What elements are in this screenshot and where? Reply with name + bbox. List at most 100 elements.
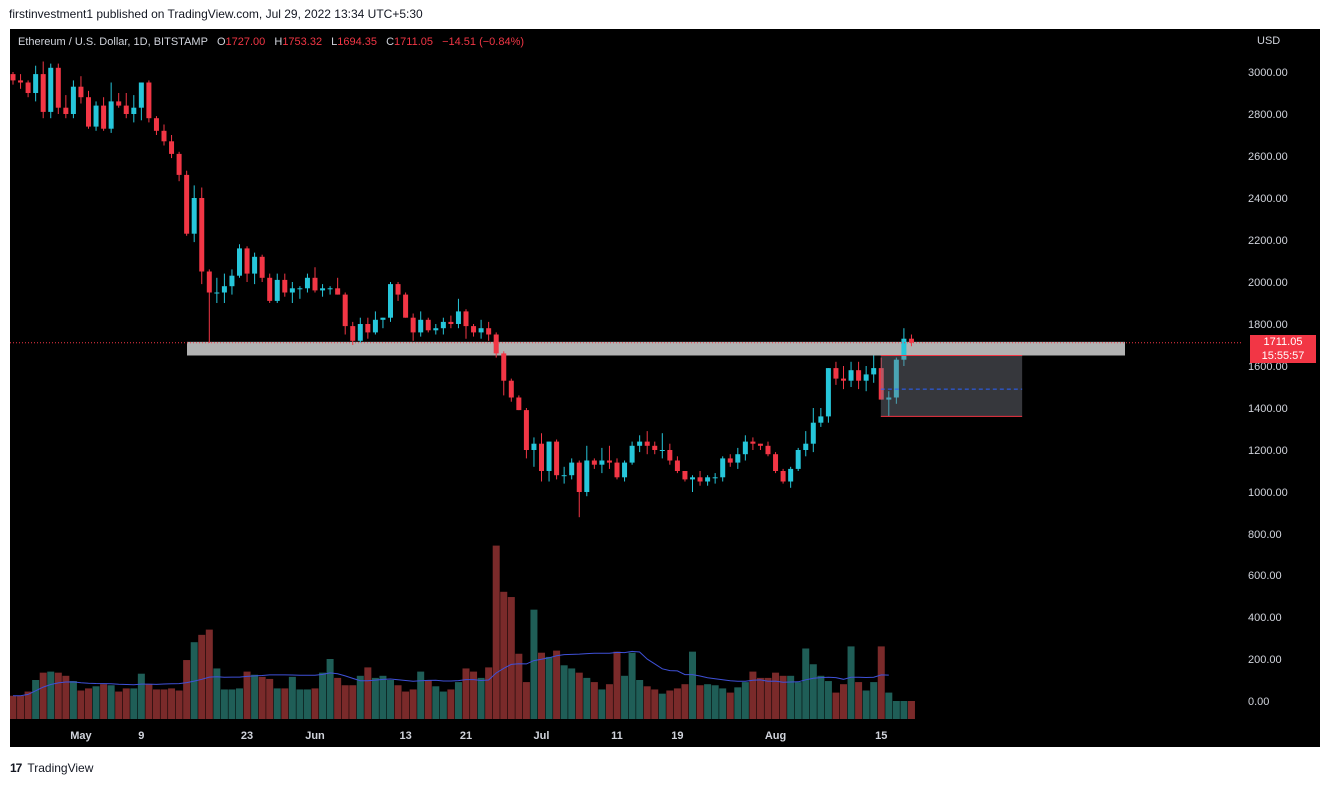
volume-bar: [85, 688, 92, 719]
chart-panel[interactable]: USD 3000.00 2800.00 2600.00 2400.00 2200.00 20…: [10, 29, 1320, 747]
volume-bar: [228, 689, 236, 719]
candle-body: [803, 443, 809, 450]
candle-body: [788, 468, 794, 482]
volume-bar: [447, 689, 455, 719]
candle-body: [63, 107, 69, 114]
candle-body: [471, 326, 477, 333]
candle-body: [237, 248, 242, 276]
volume-bar: [213, 668, 221, 719]
volume-bar: [160, 689, 168, 719]
price-tick-label: 2800.00: [1248, 109, 1288, 121]
volume-bar: [673, 688, 681, 719]
volume-bar: [553, 650, 561, 719]
volume-bar: [666, 690, 674, 719]
low-value: 1694.35: [337, 36, 378, 48]
volume-bar: [205, 629, 213, 719]
volume-bar: [349, 685, 357, 719]
volume-bar: [560, 665, 568, 719]
time-tick-label: 9: [138, 730, 144, 742]
candle-body: [297, 288, 303, 290]
candle-body: [727, 458, 733, 463]
candle-body: [101, 105, 107, 129]
candle-body: [123, 105, 129, 114]
volume-bar: [802, 648, 810, 719]
volume-bar: [122, 688, 130, 719]
volume-bar: [432, 686, 440, 719]
candle-body: [561, 475, 567, 477]
volume-bar: [862, 690, 870, 719]
volume-bar: [855, 682, 863, 719]
volume-bar: [741, 682, 749, 719]
candle-body: [395, 284, 401, 295]
volume-bar: [311, 688, 319, 719]
volume-bar: [69, 681, 77, 719]
volume-bar: [409, 689, 417, 719]
volume-bar: [394, 685, 402, 719]
volume-bar: [145, 684, 153, 719]
volume-bar: [892, 701, 900, 719]
candlestick-chart[interactable]: USD 3000.00 2800.00 2600.00 2400.00 2200.00 20…: [10, 29, 1320, 747]
volume-bar: [689, 651, 696, 719]
price-tick-label: 2000.00: [1248, 277, 1288, 289]
volume-bar: [568, 668, 576, 719]
candle-body: [184, 174, 190, 234]
candle-body: [773, 454, 779, 471]
volume-bar: [877, 646, 885, 719]
volume-bar: [17, 695, 25, 719]
change-value: −14.51 (−0.84%): [442, 36, 525, 48]
candle-body: [833, 368, 839, 379]
volume-bar: [183, 660, 191, 719]
candle-body: [554, 441, 560, 476]
candle-body: [418, 319, 424, 333]
volume-bar: [371, 677, 379, 719]
volume-bar: [266, 678, 274, 719]
volume-bar: [870, 682, 878, 719]
volume-bar: [598, 689, 606, 719]
candle-body: [221, 286, 227, 293]
volume-bar: [303, 689, 311, 719]
candle-body: [425, 319, 431, 331]
candle-body: [289, 288, 295, 293]
candle-body: [584, 460, 590, 492]
candle-body: [652, 445, 658, 450]
candle-body: [335, 288, 341, 295]
last-price-badge: 1711.05: [1250, 335, 1316, 349]
volume-bar: [236, 688, 243, 719]
candle-body: [478, 328, 484, 333]
candle-body: [274, 279, 280, 301]
candle-body: [908, 338, 914, 343]
candle-body: [644, 441, 650, 446]
volume-bar: [39, 672, 47, 719]
volume-bar: [530, 609, 538, 719]
candle-body: [825, 368, 831, 417]
tradingview-logo-icon: 17: [10, 761, 22, 775]
candle-body: [614, 462, 620, 478]
candle-body: [93, 105, 99, 127]
candle-body: [259, 256, 265, 278]
candle-body: [161, 130, 167, 142]
volume-bar: [454, 682, 462, 719]
candle-body: [878, 368, 884, 400]
volume-bar: [681, 684, 689, 719]
candle-body: [131, 107, 137, 114]
volume-bar: [10, 695, 17, 719]
volume-bar: [507, 597, 515, 719]
candle-body: [508, 380, 514, 398]
publisher-header: firstinvestment1 published on TradingVie…: [9, 7, 423, 21]
price-tick-label: 1600.00: [1248, 361, 1288, 373]
candle-body: [720, 458, 726, 478]
high-value: 1753.32: [282, 36, 323, 48]
candle-body: [229, 275, 235, 287]
volume-bar: [296, 689, 304, 719]
volume-bar: [130, 688, 138, 719]
volume-bar: [900, 701, 908, 719]
volume-bar: [696, 685, 704, 719]
footer-brand: TradingView: [27, 761, 94, 775]
price-tick-label: 1400.00: [1248, 403, 1288, 415]
candle-body: [86, 97, 91, 127]
candle-body: [312, 277, 318, 291]
candle-body: [659, 450, 665, 451]
price-tick-label: 2200.00: [1248, 235, 1288, 247]
price-tick-label: 0.00: [1248, 696, 1269, 708]
volume-bar: [605, 684, 613, 719]
